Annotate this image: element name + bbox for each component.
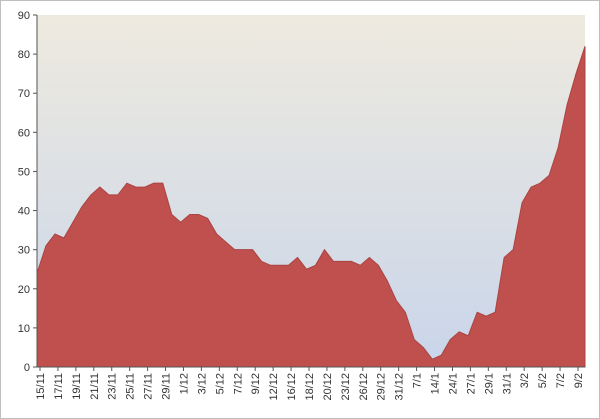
area-series	[36, 46, 586, 368]
x-tick-label: 19/11	[71, 373, 83, 400]
y-tick-label: 90	[18, 10, 30, 22]
y-tick-label: 80	[18, 49, 30, 61]
x-tick-label: 15/11	[35, 373, 47, 400]
x-tick-label: 24/1	[447, 373, 459, 394]
x-tick-label: 17/11	[53, 373, 65, 400]
y-tick-label: 0	[24, 362, 30, 374]
x-tick-label: 29/1	[483, 373, 495, 394]
y-tick-label: 60	[18, 127, 30, 139]
axes-group	[33, 14, 585, 371]
x-tick-label: 31/1	[501, 373, 513, 394]
x-tick-label: 7/12	[232, 373, 244, 394]
x-tick-label: 25/11	[125, 373, 137, 400]
x-tick-label: 18/12	[304, 373, 316, 401]
x-tick-label: 5/2	[537, 373, 549, 388]
y-tick-label: 70	[18, 88, 30, 100]
y-tick-label: 30	[18, 245, 30, 257]
y-tick-label: 40	[18, 206, 30, 218]
x-tick-label: 23/11	[107, 373, 119, 400]
x-tick-label: 7/2	[555, 373, 567, 388]
x-tick-label: 21/11	[89, 373, 101, 400]
x-tick-label: 27/11	[143, 373, 155, 400]
y-tick-label: 10	[18, 323, 30, 335]
x-tick-label: 7/1	[412, 373, 424, 388]
x-axis-tick-labels: 15/11 17/11 19/11 21/11 23/11 25/11 27/11 29/11…	[35, 373, 585, 401]
x-tick-label: 16/12	[286, 373, 298, 401]
x-tick-label: 5/12	[214, 373, 226, 394]
x-tick-label: 12/12	[268, 373, 280, 401]
x-tick-label: 1/12	[178, 373, 190, 394]
x-tick-label: 9/12	[250, 373, 262, 394]
x-tick-label: 20/12	[322, 373, 334, 401]
x-tick-label: 29/11	[161, 373, 173, 400]
x-tick-label: 14/1	[430, 373, 442, 394]
x-tick-label: 26/12	[358, 373, 370, 401]
x-tick-label: 27/1	[465, 373, 477, 394]
x-tick-label: 31/12	[394, 373, 406, 401]
x-tick-label: 9/2	[573, 373, 585, 388]
x-tick-label: 23/12	[340, 373, 352, 401]
y-tick-label: 50	[18, 166, 30, 178]
x-tick-label: 29/12	[376, 373, 388, 401]
area-series-group	[36, 46, 586, 368]
x-tick-label: 3/2	[519, 373, 531, 388]
y-tick-label: 20	[18, 284, 30, 296]
x-tick-label: 3/12	[196, 373, 208, 394]
y-axis-tick-labels: 0 10 20 30 40 50 60 70 80 90	[18, 10, 30, 374]
